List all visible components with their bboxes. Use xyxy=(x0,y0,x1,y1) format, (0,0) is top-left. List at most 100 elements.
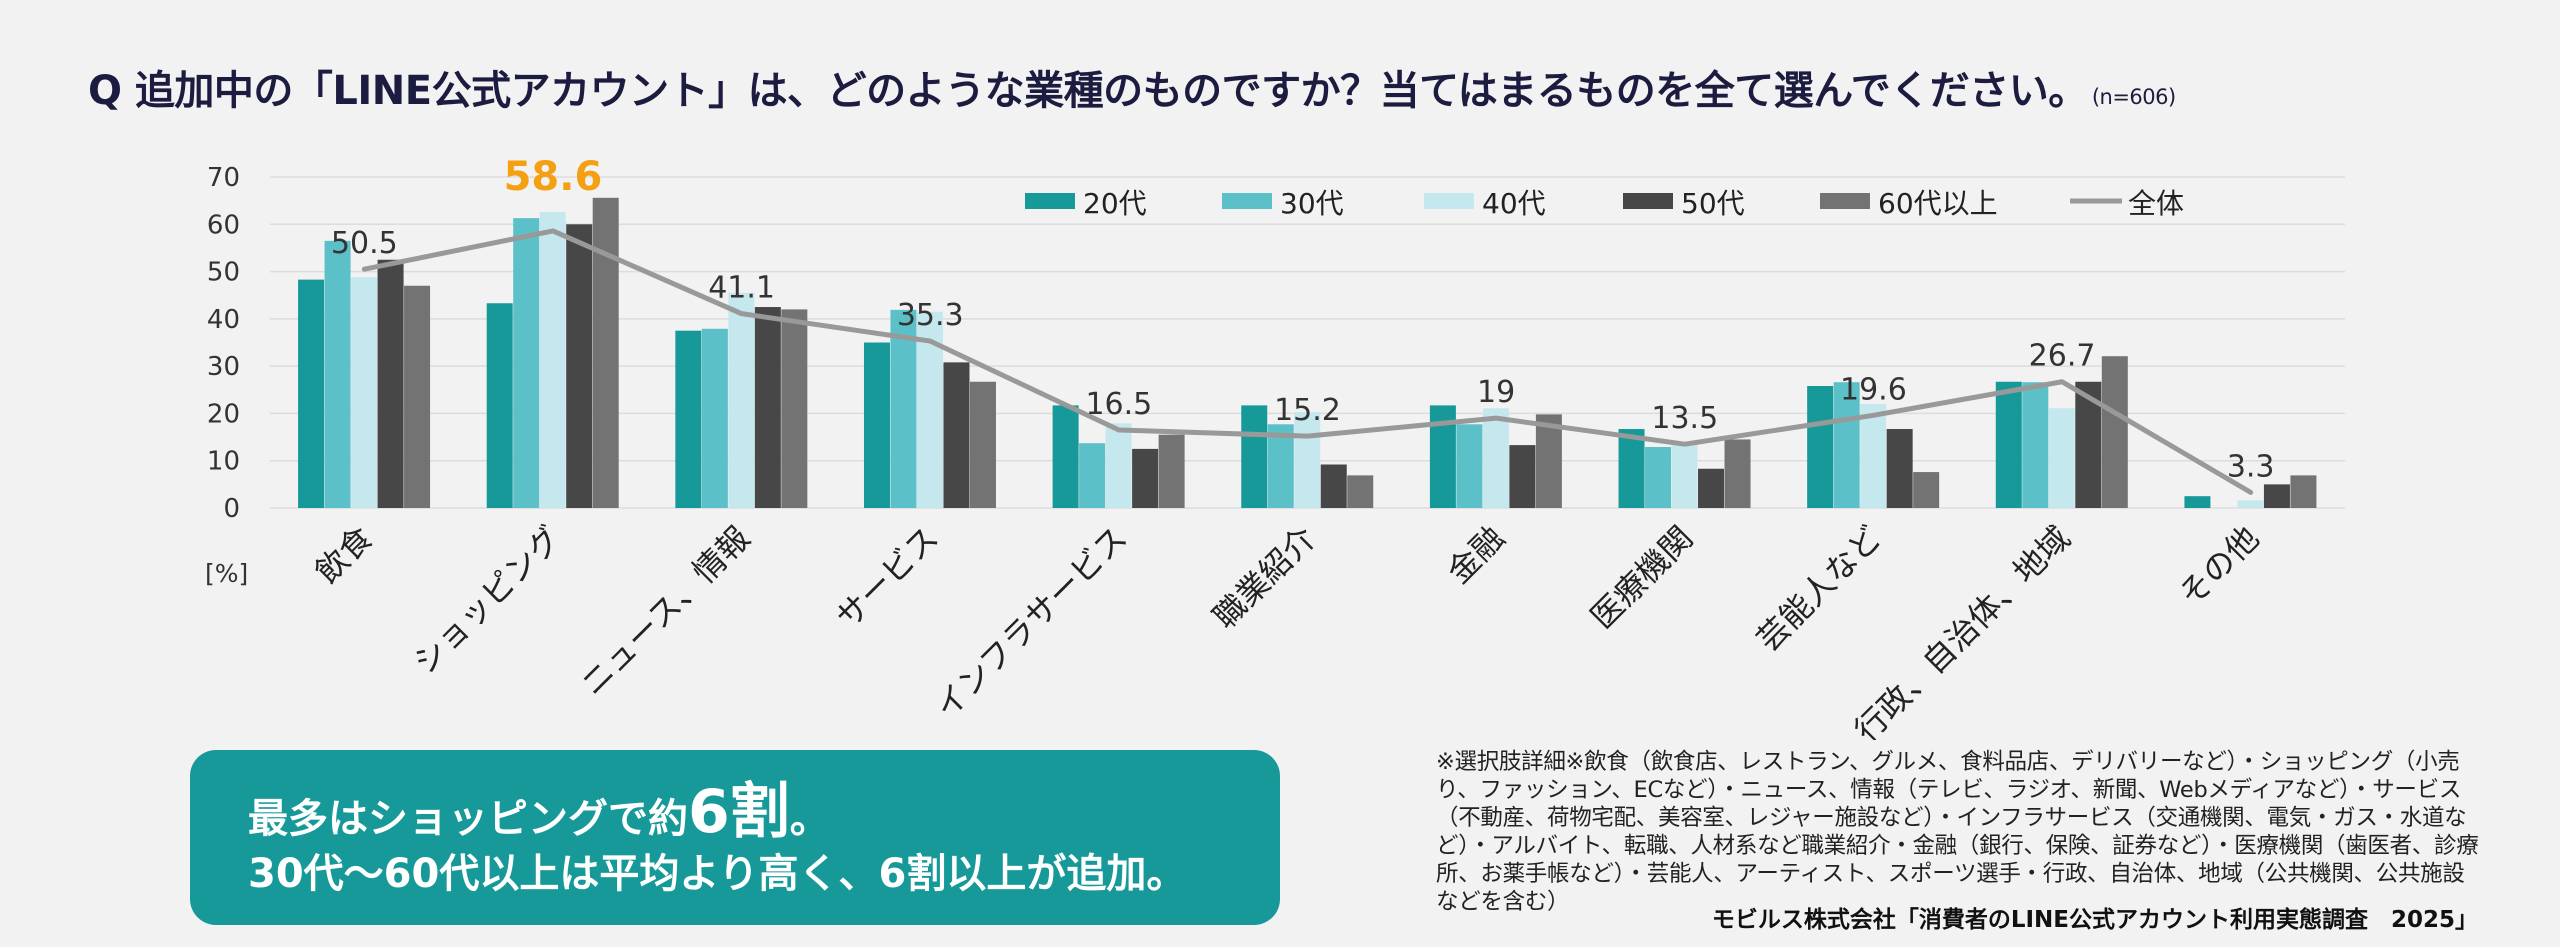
summary-box: 最多はショッピングで約6割。 30代～60代以上は平均より高く、6割以上が追加。 xyxy=(190,750,1280,925)
bar xyxy=(1105,423,1132,508)
summary-line-2: 30代～60代以上は平均より高く、6割以上が追加。 xyxy=(248,851,1187,897)
y-tick-label: 20 xyxy=(207,399,240,429)
legend-swatch xyxy=(1025,193,1075,209)
bar xyxy=(486,303,513,508)
legend-label: 60代以上 xyxy=(1878,187,1998,220)
category-label: 芸能人など xyxy=(1749,519,1889,659)
bar-line-chart: 0 10 20 30 40 50 60 70 [%] 飲食 ショッピング ニュース、情報 サービスインフ… xyxy=(205,154,2345,740)
legend-label: 30代 xyxy=(1280,187,1344,220)
summary-highlight: 6割 xyxy=(688,777,790,847)
bar xyxy=(1618,429,1645,508)
source-credit: モビルス株式会社「消費者のLINE公式アカウント利用実態調査 2025」 xyxy=(1711,907,2478,933)
summary-line-1-end: 。 xyxy=(789,796,830,842)
bar xyxy=(943,362,970,508)
bar xyxy=(863,342,890,508)
bar xyxy=(1807,386,1834,508)
data-label: 15.2 xyxy=(1274,393,1341,428)
bar xyxy=(1860,403,1887,508)
data-label: 19.6 xyxy=(1840,372,1907,407)
bar xyxy=(1995,381,2022,508)
options-note: ※選択肢詳細※飲食（飲食店、レストラン、グルメ、食料品店、デリバリーなど）・ショ… xyxy=(1436,749,2479,915)
summary-line-1: 最多はショッピングで約6割。 xyxy=(248,782,1280,845)
bar xyxy=(592,197,619,508)
bar xyxy=(1132,448,1159,508)
bar xyxy=(2184,496,2211,508)
bar xyxy=(1698,468,1725,508)
bar xyxy=(377,259,404,508)
y-tick-label: 60 xyxy=(207,210,240,240)
legend-label: 40代 xyxy=(1482,187,1546,220)
category-label: サービス xyxy=(828,519,945,636)
bar xyxy=(1079,443,1106,508)
bar xyxy=(1535,414,1562,508)
legend-swatch xyxy=(1820,193,1870,209)
bar xyxy=(1241,405,1268,508)
bar xyxy=(1052,405,1079,508)
data-label: 3.3 xyxy=(2227,449,2275,484)
page-title: Q 追加中の「LINE公式アカウント」は、どのような業種のものですか？当てはまる… xyxy=(88,58,2176,116)
category-label: 金融 xyxy=(1440,519,1512,591)
category-label: 飲食 xyxy=(308,519,380,591)
bar xyxy=(2263,484,2290,508)
bar xyxy=(298,279,325,508)
data-label: 41.1 xyxy=(708,271,775,306)
y-tick-label: 50 xyxy=(207,258,240,288)
bar xyxy=(1724,439,1751,508)
bar xyxy=(1294,412,1321,508)
bar xyxy=(728,292,755,508)
bar xyxy=(701,328,728,508)
bar xyxy=(513,218,540,509)
data-label: 50.5 xyxy=(331,226,398,261)
legend-swatch xyxy=(1222,193,1272,209)
category-label: ショッピング xyxy=(406,519,569,682)
legend-label: 20代 xyxy=(1083,187,1147,220)
y-tick-label: 70 xyxy=(207,163,240,193)
category-label: 医療機関 xyxy=(1583,519,1700,636)
data-label: 58.6 xyxy=(504,154,603,200)
bar xyxy=(1509,445,1536,508)
data-label: 26.7 xyxy=(2029,339,2096,374)
total-line-series xyxy=(361,228,2254,495)
category-label: ニュース、情報 xyxy=(573,519,757,703)
question-text: Q 追加中の「LINE公式アカウント」は、どのような業種のものですか？当てはまる… xyxy=(88,68,2088,114)
legend-label: 全体 xyxy=(2128,187,2184,220)
bar xyxy=(1833,382,1860,508)
category-label: インフラサービス xyxy=(927,519,1134,726)
bar xyxy=(1671,442,1698,508)
bar xyxy=(351,277,378,508)
data-label: 19 xyxy=(1477,375,1515,410)
legend-swatch xyxy=(1424,193,1474,209)
bar xyxy=(1347,475,1374,508)
bar xyxy=(1482,408,1509,508)
legend-swatch xyxy=(1623,193,1673,209)
y-tick-label: 30 xyxy=(207,352,240,382)
bar xyxy=(2048,408,2075,508)
bar xyxy=(1886,429,1913,508)
data-label: 35.3 xyxy=(897,298,964,333)
category-label: 職業紹介 xyxy=(1206,519,1323,636)
bar xyxy=(969,381,996,508)
bar xyxy=(781,309,808,508)
bar xyxy=(1320,464,1347,508)
bar xyxy=(1267,424,1294,508)
bar xyxy=(539,211,566,508)
y-tick-label: 10 xyxy=(207,447,240,477)
bar xyxy=(1645,447,1672,508)
bar xyxy=(2290,475,2317,508)
summary-line-1-text: 最多はショッピングで約 xyxy=(248,796,688,842)
category-label: その他 xyxy=(2172,519,2267,614)
y-tick-label: 40 xyxy=(207,305,240,335)
bar xyxy=(404,285,431,508)
bar xyxy=(566,224,593,509)
bar xyxy=(2101,356,2128,508)
bar xyxy=(2237,500,2264,508)
bar xyxy=(754,307,781,508)
bar xyxy=(1456,424,1483,508)
bar xyxy=(324,240,351,509)
data-label: 13.5 xyxy=(1651,401,1718,436)
y-tick-label: 0 xyxy=(223,494,240,524)
bar xyxy=(890,309,917,508)
sample-size: (n=606) xyxy=(2091,85,2176,109)
data-label: 16.5 xyxy=(1085,387,1152,422)
bar xyxy=(1158,434,1185,508)
